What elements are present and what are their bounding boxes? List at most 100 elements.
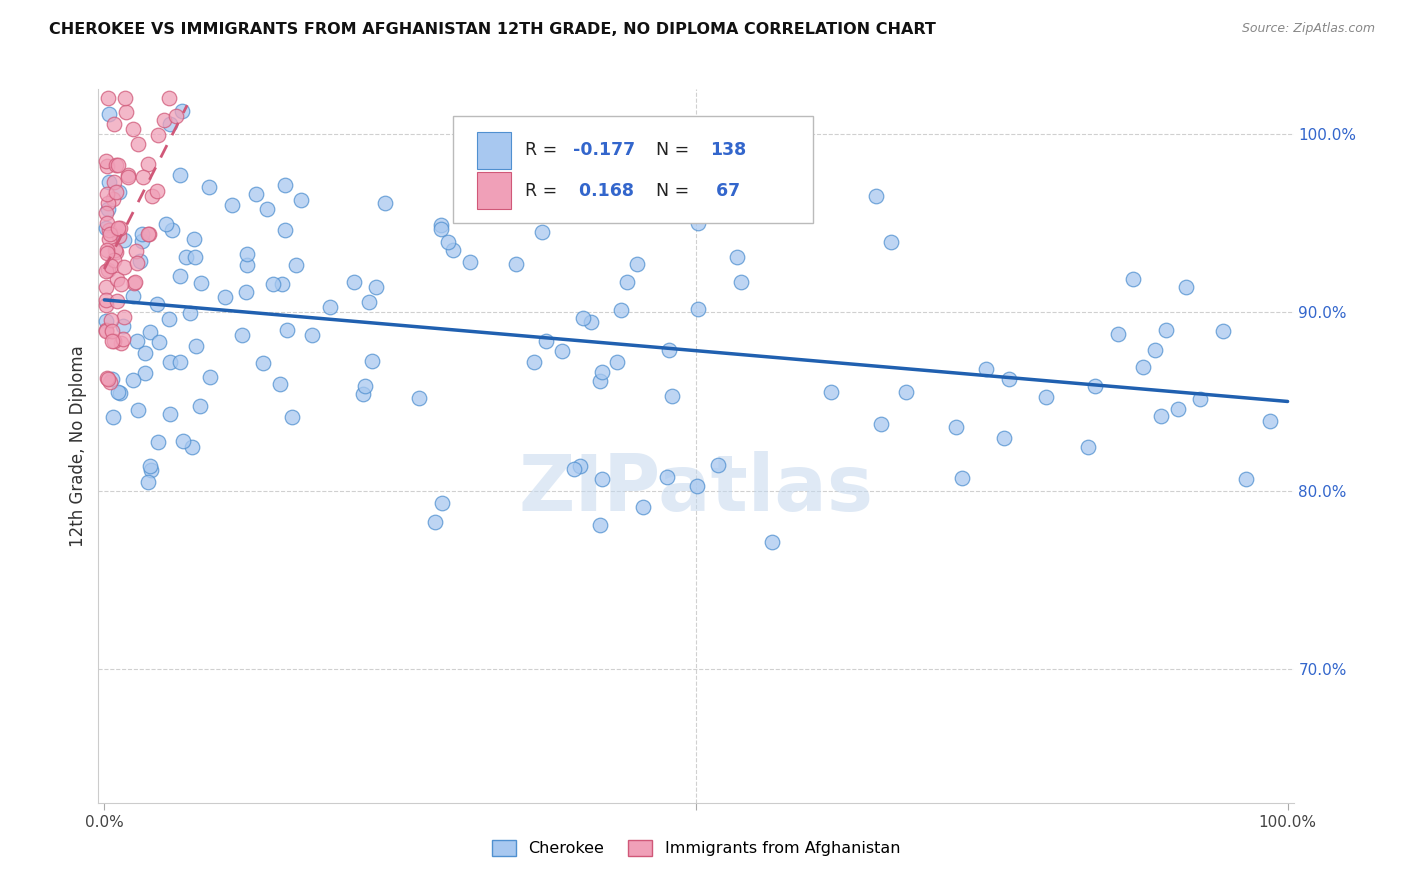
Point [169, 355, 191, 369]
Point [1258, 415, 1281, 429]
Point [880, 235, 903, 249]
Text: ZIPatlas: ZIPatlas [519, 450, 873, 527]
Point [281, 409, 304, 424]
Point [94, 293, 117, 307]
Point [945, 420, 967, 434]
Point [110, 335, 132, 350]
Point [301, 328, 323, 343]
Point [686, 478, 709, 492]
Point [231, 328, 253, 343]
Point [1189, 392, 1212, 407]
Point [180, 441, 202, 455]
Point [105, 294, 128, 309]
Point [122, 276, 145, 290]
Point [105, 185, 128, 199]
Point [139, 459, 162, 474]
Point [974, 362, 997, 376]
Point [761, 535, 783, 549]
Point [97, 196, 120, 211]
Point [94, 264, 117, 278]
Point [591, 365, 613, 379]
Point [374, 196, 396, 211]
Point [103, 175, 125, 189]
Point [730, 275, 752, 289]
Y-axis label: 12th Grade, No Diploma: 12th Grade, No Diploma [69, 345, 87, 547]
Point [96, 244, 118, 258]
Point [110, 277, 132, 292]
Point [96, 187, 118, 202]
Point [124, 275, 146, 289]
Point [107, 158, 129, 172]
Point [1107, 327, 1129, 342]
Point [319, 300, 342, 314]
Point [136, 475, 159, 489]
Point [437, 235, 460, 249]
Point [820, 384, 842, 399]
Point [172, 104, 194, 119]
Point [352, 386, 374, 401]
Point [1035, 390, 1057, 404]
Point [112, 310, 135, 324]
Text: N =: N = [644, 182, 695, 200]
Point [105, 245, 128, 260]
Point [1150, 409, 1173, 423]
Point [131, 227, 153, 242]
Text: 67: 67 [710, 182, 741, 200]
Point [186, 339, 208, 353]
Point [129, 254, 152, 268]
Point [136, 157, 159, 171]
Point [94, 323, 117, 337]
Text: R =: R = [524, 141, 562, 159]
Text: Source: ZipAtlas.com: Source: ZipAtlas.com [1241, 22, 1375, 36]
Point [657, 469, 679, 483]
Point [610, 303, 633, 318]
Point [588, 518, 610, 533]
Point [134, 346, 156, 360]
Point [686, 216, 709, 230]
Point [1234, 472, 1257, 486]
Point [103, 118, 125, 132]
Point [1084, 379, 1107, 393]
Point [569, 458, 592, 473]
Point [121, 289, 143, 303]
Point [96, 159, 118, 173]
Point [98, 227, 121, 242]
Point [236, 247, 259, 261]
Point [606, 355, 628, 369]
Point [184, 250, 207, 264]
Point [125, 256, 148, 270]
Point [353, 379, 375, 393]
Point [1122, 272, 1144, 286]
Point [1154, 323, 1177, 337]
Point [214, 290, 236, 304]
Point [94, 314, 117, 328]
Point [169, 268, 191, 283]
Point [176, 251, 198, 265]
Point [97, 91, 120, 105]
Point [252, 356, 274, 370]
Point [136, 227, 159, 241]
Point [198, 369, 221, 384]
Point [94, 298, 117, 312]
Point [96, 216, 118, 230]
Point [1132, 360, 1154, 375]
Point [114, 105, 136, 120]
Point [146, 297, 169, 311]
Point [117, 169, 139, 184]
Point [361, 353, 384, 368]
Point [121, 121, 143, 136]
Point [274, 178, 297, 192]
Point [100, 324, 122, 338]
Point [107, 186, 129, 200]
Text: 138: 138 [710, 141, 747, 159]
Point [276, 323, 298, 337]
Point [366, 280, 388, 294]
Point [269, 376, 291, 391]
Point [103, 192, 125, 206]
Point [235, 258, 257, 272]
Point [155, 217, 177, 231]
Point [686, 302, 709, 317]
Point [159, 117, 181, 131]
Point [97, 107, 120, 121]
Text: N =: N = [644, 141, 695, 159]
